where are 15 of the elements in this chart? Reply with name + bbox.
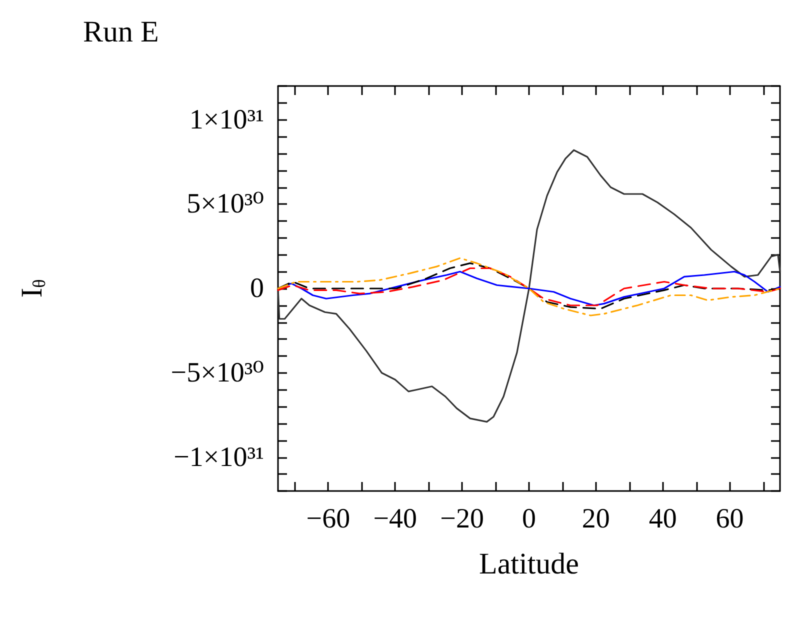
x-tick-label: 60 (716, 504, 744, 534)
x-tick-label: 0 (522, 504, 536, 534)
y-tick-label: −5×10³⁰ (170, 357, 264, 388)
y-tick-label: 1×10³¹ (189, 104, 264, 136)
y-axis-title: Iθ (16, 279, 49, 298)
x-axis-title: Latitude (479, 548, 579, 580)
x-tick-label: 40 (648, 504, 677, 534)
x-tick-label: −20 (440, 504, 484, 534)
x-tick-label: 20 (582, 504, 610, 534)
y-tick-label: 0 (250, 273, 264, 304)
y-tick-label: −1×10³¹ (174, 442, 264, 473)
x-tick-label: −40 (373, 504, 418, 534)
x-tick-label: −60 (306, 504, 350, 534)
chart-title: Run E (83, 16, 159, 48)
y-tick-label: 5×10³⁰ (186, 188, 264, 220)
